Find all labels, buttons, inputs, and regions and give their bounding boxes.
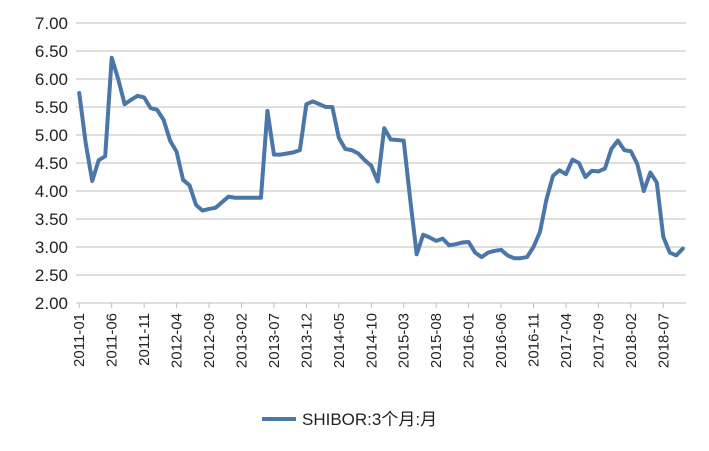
x-axis: 2011-01 2011-06 2011-11 2012-04 2012-09 2013-…	[71, 303, 672, 368]
x-tick-label: 2013-02	[233, 313, 250, 368]
x-tick-label: 2012-04	[169, 313, 186, 368]
x-tick-label: 2013-12	[298, 313, 315, 368]
x-tick-label: 2015-03	[396, 313, 413, 368]
y-tick-label: 3.00	[35, 238, 68, 257]
x-tick-label: 2016-11	[526, 313, 543, 367]
x-tick-label: 2015-08	[428, 313, 445, 368]
x-tick-label: 2018-02	[623, 313, 640, 368]
x-tick-label: 2014-05	[331, 313, 348, 368]
y-tick-label: 2.50	[35, 266, 68, 285]
y-tick-label: 3.50	[35, 210, 68, 229]
y-tick-label: 6.50	[35, 42, 68, 61]
x-tick-label: 2016-06	[493, 313, 510, 368]
y-tick-label: 5.00	[35, 126, 68, 145]
x-tick-label: 2017-04	[558, 313, 575, 368]
legend-label: SHIBOR:3个月:月	[302, 410, 437, 429]
y-tick-label: 4.50	[35, 154, 68, 173]
x-tick-label: 2012-09	[201, 313, 218, 368]
series-layer	[77, 55, 685, 261]
series-line	[77, 55, 685, 261]
x-tick-label: 2011-06	[104, 313, 121, 367]
y-tick-label: 5.50	[35, 98, 68, 117]
x-tick-label: 2017-09	[590, 313, 607, 368]
x-tick-label: 2011-01	[71, 313, 88, 367]
x-tick-label: 2016-01	[461, 313, 478, 368]
legend: SHIBOR:3个月:月	[262, 410, 437, 429]
x-tick-label: 2014-10	[363, 313, 380, 368]
x-tick-label: 2011-11	[136, 313, 153, 366]
y-tick-label: 4.00	[35, 182, 68, 201]
x-tick-label: 2018-07	[655, 313, 672, 368]
y-tick-label: 7.00	[35, 14, 68, 33]
y-tick-label: 2.00	[35, 294, 68, 313]
y-tick-label: 6.00	[35, 70, 68, 89]
x-tick-label: 2013-07	[266, 313, 283, 368]
y-axis: 2.00 2.50 3.00 3.50 4.00 4.50 5.00 5.50 6.00 6.50…	[35, 14, 68, 313]
